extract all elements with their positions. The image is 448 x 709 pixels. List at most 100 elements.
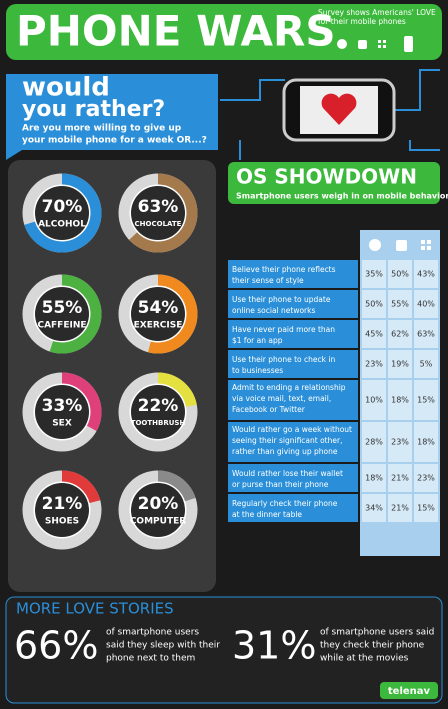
table-row-label-box — [228, 290, 358, 318]
table-row-label-box — [228, 494, 358, 522]
table-cell-text: 15% — [417, 396, 435, 405]
table-cell — [362, 260, 386, 288]
stat-text: they check their phone — [320, 641, 425, 651]
stat-text: of smartphone users — [106, 628, 199, 638]
donut-value: 70% — [42, 197, 83, 217]
table-row-label: Believe their phone reflects — [232, 265, 336, 274]
question-title: would — [22, 73, 110, 103]
header-banner — [6, 4, 442, 60]
donut-value: 22% — [138, 396, 179, 416]
table-cell-text: 23% — [417, 474, 435, 483]
table-row-label-box — [228, 350, 358, 378]
donut-label: EXERCISE — [134, 321, 183, 331]
table-cell-text: 28% — [365, 438, 383, 447]
donut-value: 55% — [42, 298, 83, 318]
donut-label: SHOES — [45, 517, 79, 527]
table-cell-text: 34% — [365, 504, 383, 513]
table-cell — [388, 290, 412, 318]
donut-label: SEX — [52, 419, 72, 429]
table-cell-text: 10% — [365, 396, 383, 405]
table: Believe their phone reflects their sense … — [228, 260, 438, 522]
donut-label: CAFFEINE — [37, 321, 86, 331]
table-os-icons — [369, 239, 431, 251]
donut-value: 63% — [138, 197, 179, 217]
table-row-label: Facebook or Twitter — [232, 405, 306, 414]
brand: telenav — [388, 686, 431, 697]
table-row-label: their sense of style — [232, 276, 304, 285]
header-subtitle-box: Survey shows Americans' LOVE for their m… — [318, 8, 436, 26]
table-row-label: Have never paid more than — [232, 325, 335, 334]
table-cell-text: 35% — [365, 270, 383, 279]
table-row-label: seeing their significant other, — [232, 436, 342, 445]
table-cell — [414, 464, 438, 492]
table-cell — [362, 464, 386, 492]
table-cell-text: 18% — [391, 396, 409, 405]
footer-title: MORE LOVE STORIES — [16, 600, 174, 618]
table-row-label: rather than giving up phone — [232, 447, 338, 456]
donut-label: CHOCOLATE — [135, 220, 182, 228]
donut-center — [131, 385, 185, 439]
donut-center — [131, 287, 185, 341]
table-cell-text: 23% — [391, 438, 409, 447]
brand-badge — [380, 682, 438, 699]
table-cell — [388, 494, 412, 522]
donut-value: 54% — [138, 298, 179, 318]
donut-label: ALCOHOL — [38, 220, 86, 230]
showdown-box — [228, 162, 440, 204]
table-cell — [388, 320, 412, 348]
table-cell — [414, 422, 438, 462]
table-cell-text: 62% — [391, 330, 409, 339]
donuts: 70% ALCOHOL 63% CHOCOLATE 55% CAFFEINE 54% EXER… — [22, 173, 198, 550]
donut-arc — [118, 470, 198, 550]
donut-arc — [22, 274, 102, 354]
showdown-subtitle: Smartphone users weigh in on mobile beha… — [236, 192, 448, 201]
donut-center — [131, 186, 185, 240]
table-cell — [362, 350, 386, 378]
footer-box — [5, 596, 443, 704]
table-cell — [414, 494, 438, 522]
table-row-label: Would rather lose their wallet — [232, 469, 343, 478]
table-cell-text: 18% — [365, 474, 383, 483]
table-row-label-box — [228, 320, 358, 348]
table-cell-text: 5% — [420, 360, 433, 369]
table-row-label: Use their phone to update — [232, 295, 331, 304]
donut-arc — [118, 274, 198, 354]
decor-lines — [220, 69, 440, 160]
stat-text: phone next to them — [106, 654, 195, 664]
table-row-label-box — [228, 260, 358, 288]
table-cell-text: 50% — [391, 270, 409, 279]
table-cell-text: 21% — [391, 474, 409, 483]
table-cell — [362, 320, 386, 348]
donut-center — [35, 186, 89, 240]
table-cell — [388, 464, 412, 492]
table-cell-text: 43% — [417, 270, 435, 279]
table-row-label: online social networks — [232, 306, 315, 315]
table-row-label: Admit to ending a relationship — [232, 383, 346, 392]
donut-center — [35, 483, 89, 537]
donut-arc — [22, 173, 102, 253]
header-title: PHONE WARS — [16, 7, 336, 56]
donut-center — [35, 385, 89, 439]
stat-text: said they sleep with their — [106, 641, 220, 651]
table-row-label: or purse than their phone — [232, 480, 329, 489]
table-cell — [388, 422, 412, 462]
table-cell — [362, 380, 386, 420]
donut-label: TOOTHBRUSH — [131, 419, 186, 427]
table-cell-text: 19% — [391, 360, 409, 369]
table-cell — [414, 320, 438, 348]
table-row-label: $1 for an app — [232, 336, 283, 345]
table-row-label-box — [228, 380, 358, 420]
question-title: you rather? — [22, 97, 165, 122]
table-cell — [362, 290, 386, 318]
table-row-label-box — [228, 464, 358, 492]
stat-text: while at the movies — [320, 654, 409, 664]
table-cell — [388, 380, 412, 420]
table-cell — [362, 494, 386, 522]
donut-arc — [118, 372, 198, 452]
table-cell — [362, 422, 386, 462]
table-cell — [388, 260, 412, 288]
question-text: Are you more willing to give up — [22, 124, 182, 134]
heart-icon — [321, 93, 357, 125]
table-cell-text: 15% — [417, 504, 435, 513]
